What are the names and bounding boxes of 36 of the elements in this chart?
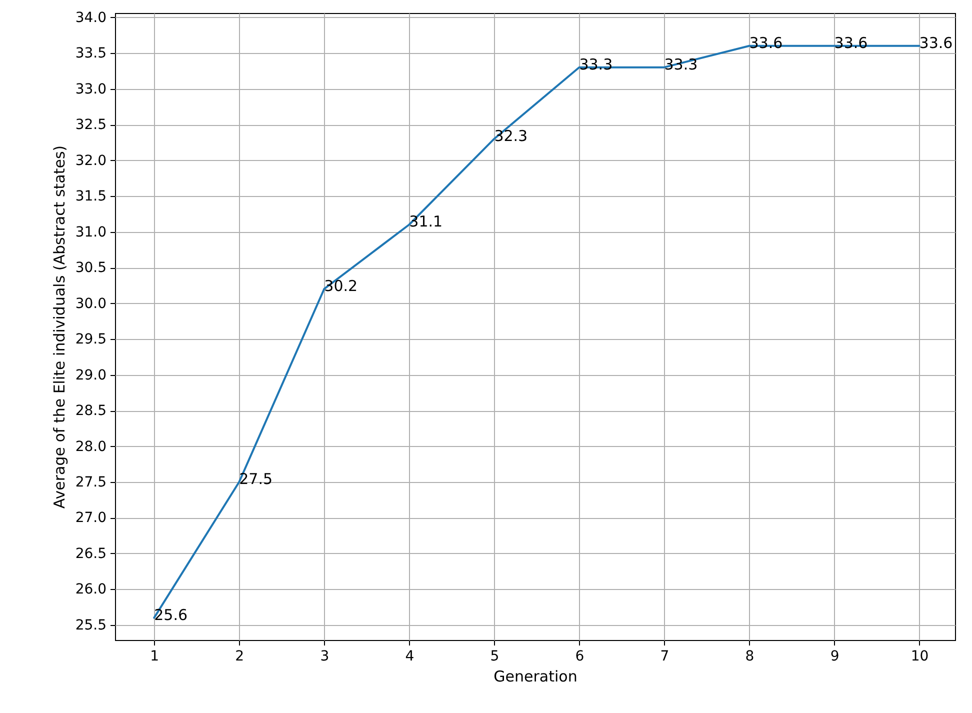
x-tick-label: 7: [660, 648, 670, 664]
y-tick-label: 26.5: [75, 546, 106, 562]
x-tick-label: 8: [745, 648, 754, 664]
x-tick-label: 6: [575, 648, 584, 664]
data-label: 27.5: [239, 470, 273, 488]
y-tick-label: 28.0: [75, 438, 106, 455]
x-tick-label: 9: [830, 648, 840, 664]
x-tick-label: 5: [490, 648, 500, 664]
data-label: 32.3: [494, 126, 528, 145]
data-label: 30.2: [324, 276, 358, 295]
y-tick-label: 32.0: [75, 152, 106, 169]
data-label: 25.6: [154, 606, 188, 624]
x-tick-label: 1: [150, 648, 160, 664]
y-tick-label: 27.0: [75, 510, 106, 526]
data-label: 31.1: [409, 212, 443, 231]
y-tick-label: 33.5: [75, 46, 106, 62]
y-tick-label: 29.5: [75, 332, 106, 348]
data-label: 33.6: [919, 34, 953, 52]
y-tick-label: 34.0: [75, 10, 106, 26]
y-tick-label: 29.0: [75, 367, 106, 384]
y-axis-title: Average of the Elite individuals (Abstract states): [50, 145, 68, 509]
x-tick-label: 10: [910, 648, 929, 664]
y-tick-label: 26.0: [75, 582, 106, 598]
y-tick-label: 32.5: [75, 117, 106, 134]
x-axis-title: Generation: [494, 668, 578, 686]
y-tick-label: 33.0: [75, 81, 106, 98]
y-tick-label: 31.5: [75, 188, 106, 205]
x-tick-label: 4: [405, 648, 414, 664]
y-tick-label: 27.5: [75, 474, 106, 490]
y-tick-label: 30.5: [75, 260, 106, 276]
y-tick-label: 25.5: [75, 617, 106, 634]
y-tick-label: 31.0: [75, 224, 106, 240]
y-tick-label: 28.5: [75, 403, 106, 420]
x-tick-label: 2: [235, 648, 244, 664]
y-tick-label: 30.0: [75, 296, 106, 312]
x-tick-label: 3: [320, 648, 330, 664]
